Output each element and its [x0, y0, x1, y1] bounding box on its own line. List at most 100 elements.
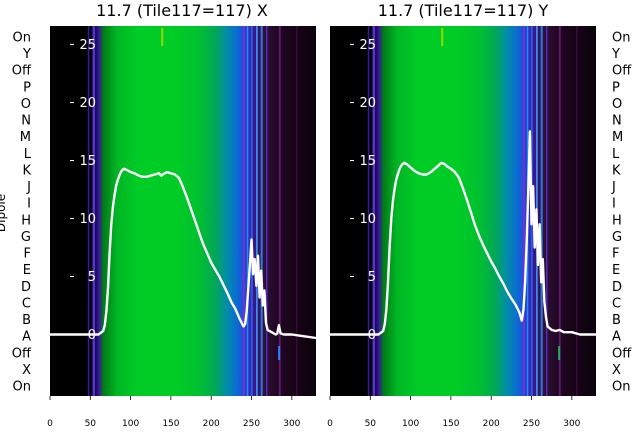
panel-title: 11.7 (Tile117=117) Y	[378, 1, 549, 20]
overlay-ytick-label: 25	[79, 38, 96, 53]
overlay-ytick-label: 10	[79, 212, 96, 227]
row-label: L	[24, 147, 32, 162]
row-label: I	[27, 197, 31, 212]
row-label: M	[612, 130, 623, 145]
x-axis-ticks: 0 50 100 150 200 250 300	[47, 396, 301, 429]
heatmap-stripe	[246, 26, 249, 396]
row-label: K	[612, 163, 621, 178]
heatmap-blip	[558, 346, 561, 360]
row-label: On	[13, 380, 31, 395]
row-label: P	[23, 80, 31, 95]
row-label: Off	[612, 346, 632, 361]
heatmap-stripe	[265, 26, 268, 396]
row-label: A	[22, 330, 31, 345]
x-tick-label: 300	[283, 419, 300, 429]
row-label: E	[612, 263, 620, 278]
heatmap-stripe	[242, 26, 245, 396]
overlay-ytick-label: 15	[79, 154, 96, 169]
x-tick-label: 50	[85, 419, 97, 429]
row-label: X	[612, 363, 621, 378]
heatmap-stripe	[260, 26, 263, 396]
heatmap-blip	[441, 28, 444, 46]
heatmap-stripe	[372, 26, 376, 396]
heatmap-stripe	[576, 26, 578, 396]
row-label: C	[612, 296, 621, 311]
x-tick-label: 100	[122, 419, 139, 429]
heatmap-stripe	[92, 26, 96, 396]
row-label: C	[22, 296, 31, 311]
row-label: F	[612, 247, 619, 262]
row-label: L	[612, 147, 620, 162]
overlay-line	[330, 130, 596, 336]
row-label: On	[13, 31, 31, 46]
overlay-ytick-label: 5	[88, 270, 96, 285]
x-tick-label: 200	[483, 419, 500, 429]
row-label: O	[21, 97, 31, 112]
row-label: Y	[22, 47, 31, 62]
heatmap-stripe	[522, 26, 525, 396]
row-label: X	[22, 363, 31, 378]
row-label: J	[26, 180, 31, 195]
row-label: B	[612, 313, 621, 328]
heatmap-stripe	[250, 26, 253, 396]
overlay-line	[50, 167, 317, 340]
row-label: F	[24, 247, 31, 262]
row-label: I	[612, 197, 616, 212]
row-label: On	[612, 380, 630, 395]
x-tick-label: 0	[327, 419, 333, 429]
heatmap-panel-x: 11.7 (Tile117=117) X OnYOffPONMLKJIHGFED…	[0, 1, 317, 429]
overlay-ytick-label: 20	[79, 96, 96, 111]
row-label: P	[612, 80, 620, 95]
x-tick-label: 300	[563, 419, 580, 429]
heatmap-stripe	[278, 26, 281, 396]
y-axis-label: Dipole	[0, 194, 8, 232]
x-tick-label: 0	[47, 419, 53, 429]
x-tick-label: 250	[523, 419, 540, 429]
heatmap-stripe	[87, 26, 90, 396]
heatmap-stripe	[256, 26, 258, 396]
overlay-ytick-label: 15	[359, 154, 376, 169]
heatmap-blip	[161, 28, 164, 46]
x-tick-label: 250	[243, 419, 260, 429]
row-label: Y	[611, 47, 620, 62]
row-label: B	[22, 313, 31, 328]
x-axis-ticks: 0 50 100 150 200 250 300	[327, 396, 581, 429]
heatmap-stripe	[296, 26, 298, 396]
row-label: On	[612, 31, 630, 46]
row-label: G	[21, 230, 31, 245]
x-tick-label: 150	[162, 419, 179, 429]
overlay-ytick-label: 20	[359, 96, 376, 111]
row-label: Off	[12, 346, 32, 361]
row-label: M	[20, 130, 31, 145]
x-tick-label: 50	[365, 419, 377, 429]
x-tick-label: 100	[402, 419, 419, 429]
overlay-ytick-label: 25	[359, 38, 376, 53]
heatmap-stripe	[558, 26, 561, 396]
heatmap-stripe	[367, 26, 370, 396]
row-label: A	[612, 330, 621, 345]
heatmap-panel-y: 11.7 (Tile117=117) Y OnYOffPONMLKJIHGFED…	[327, 1, 632, 429]
row-label: Off	[612, 64, 632, 79]
row-label: E	[23, 263, 31, 278]
panel-title: 11.7 (Tile117=117) X	[96, 1, 268, 20]
row-label: O	[612, 97, 622, 112]
row-label: Off	[12, 64, 32, 79]
row-label: D	[612, 280, 622, 295]
row-label: G	[612, 230, 622, 245]
row-label: H	[21, 213, 31, 228]
heatmap-stripes	[87, 26, 298, 396]
row-label: N	[612, 114, 622, 129]
heatmap-blip	[278, 346, 281, 360]
overlay-ytick-label: 10	[359, 212, 376, 227]
row-label: J	[611, 180, 616, 195]
heatmap-stripe	[545, 26, 548, 396]
overlay-ytick-label: 5	[368, 270, 376, 285]
x-tick-label: 200	[203, 419, 220, 429]
row-label: D	[21, 280, 31, 295]
x-tick-label: 150	[442, 419, 459, 429]
row-label: K	[22, 163, 31, 178]
